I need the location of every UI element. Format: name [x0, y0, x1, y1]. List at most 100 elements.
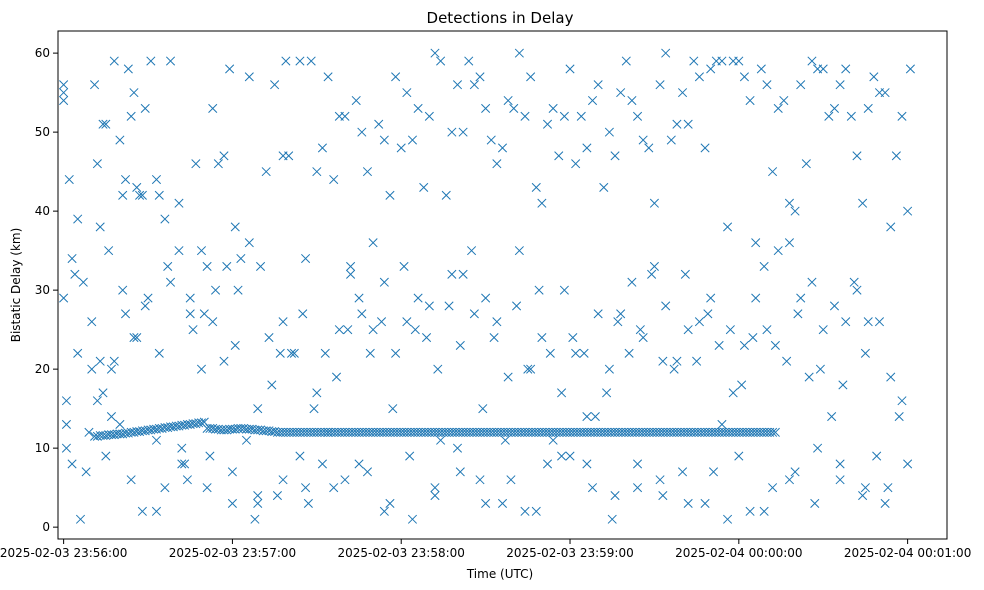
data-point — [171, 421, 181, 431]
data-point — [312, 388, 322, 398]
data-point — [160, 483, 170, 493]
data-point — [59, 80, 69, 90]
data-point — [444, 301, 454, 311]
data-point — [849, 277, 859, 287]
data-point — [143, 425, 153, 435]
data-point — [278, 475, 288, 485]
data-point — [666, 135, 676, 145]
data-point — [247, 424, 257, 434]
data-point — [413, 103, 423, 113]
data-point — [146, 425, 156, 435]
data-point — [669, 364, 679, 374]
data-point — [759, 506, 769, 516]
data-point — [610, 490, 620, 501]
data-point — [118, 429, 128, 439]
data-point — [165, 277, 176, 287]
data-point — [272, 490, 282, 501]
data-point — [616, 88, 626, 98]
data-point — [205, 451, 215, 461]
data-point — [452, 80, 463, 90]
data-point — [824, 111, 834, 121]
data-point — [109, 430, 119, 440]
y-tick-label: 50 — [35, 125, 50, 139]
data-point — [770, 340, 780, 350]
data-point — [298, 309, 308, 319]
data-point — [475, 72, 485, 82]
data-point — [61, 443, 71, 453]
data-point — [312, 167, 322, 177]
data-point — [222, 425, 232, 435]
y-tick-label: 10 — [35, 441, 50, 455]
data-point — [123, 428, 133, 438]
chart-title: Detections in Delay — [427, 9, 574, 27]
data-point — [92, 159, 102, 169]
data-point — [883, 483, 893, 493]
data-point — [632, 483, 643, 493]
data-point — [804, 372, 814, 382]
data-point — [807, 56, 817, 66]
data-point — [700, 498, 710, 509]
data-point — [59, 95, 69, 106]
data-point — [129, 332, 139, 343]
data-point — [284, 151, 294, 161]
data-point — [407, 135, 418, 145]
data-point — [154, 348, 164, 358]
data-point — [880, 88, 890, 98]
data-point — [860, 348, 870, 358]
data-point — [407, 514, 418, 524]
data-point — [537, 198, 547, 208]
data-point — [346, 269, 356, 279]
x-tick-label: 2025-02-03 23:57:00 — [169, 546, 296, 560]
data-point — [160, 214, 170, 224]
data-point — [683, 119, 693, 129]
data-point — [101, 451, 111, 461]
data-point — [565, 64, 575, 74]
data-point — [858, 198, 868, 208]
data-point — [683, 498, 693, 509]
data-point — [157, 423, 167, 433]
data-point — [419, 182, 429, 192]
data-point — [92, 396, 102, 406]
data-point — [526, 72, 536, 82]
data-point — [132, 332, 142, 343]
data-point — [219, 151, 229, 161]
data-point — [222, 261, 232, 271]
data-point — [149, 424, 159, 434]
data-point — [835, 475, 845, 485]
data-point — [275, 348, 285, 358]
data-point — [261, 426, 271, 436]
data-point — [734, 56, 744, 66]
data-point — [863, 103, 873, 113]
data-point — [613, 317, 623, 327]
data-point — [455, 340, 465, 350]
data-point — [514, 246, 524, 256]
data-point — [241, 435, 252, 445]
data-point — [703, 309, 713, 319]
data-point — [126, 111, 136, 121]
data-point — [73, 214, 83, 224]
data-point — [306, 56, 316, 66]
data-point — [582, 411, 592, 422]
data-point — [672, 119, 682, 129]
data-point — [368, 325, 378, 335]
plot-area — [57, 30, 948, 540]
data-point — [256, 261, 266, 271]
data-point — [267, 427, 277, 437]
data-point — [213, 159, 223, 169]
data-point — [230, 424, 240, 434]
data-point — [745, 95, 755, 106]
data-point — [616, 309, 626, 319]
data-point — [219, 425, 229, 435]
data-point — [151, 506, 162, 516]
data-point — [95, 356, 105, 366]
data-point — [762, 325, 772, 335]
data-point — [790, 467, 800, 477]
data-point — [846, 111, 856, 121]
data-point — [784, 238, 795, 248]
data-point — [486, 135, 496, 145]
data-point — [559, 111, 569, 121]
data-point — [512, 301, 522, 311]
data-point — [835, 459, 845, 469]
data-point — [874, 317, 885, 327]
